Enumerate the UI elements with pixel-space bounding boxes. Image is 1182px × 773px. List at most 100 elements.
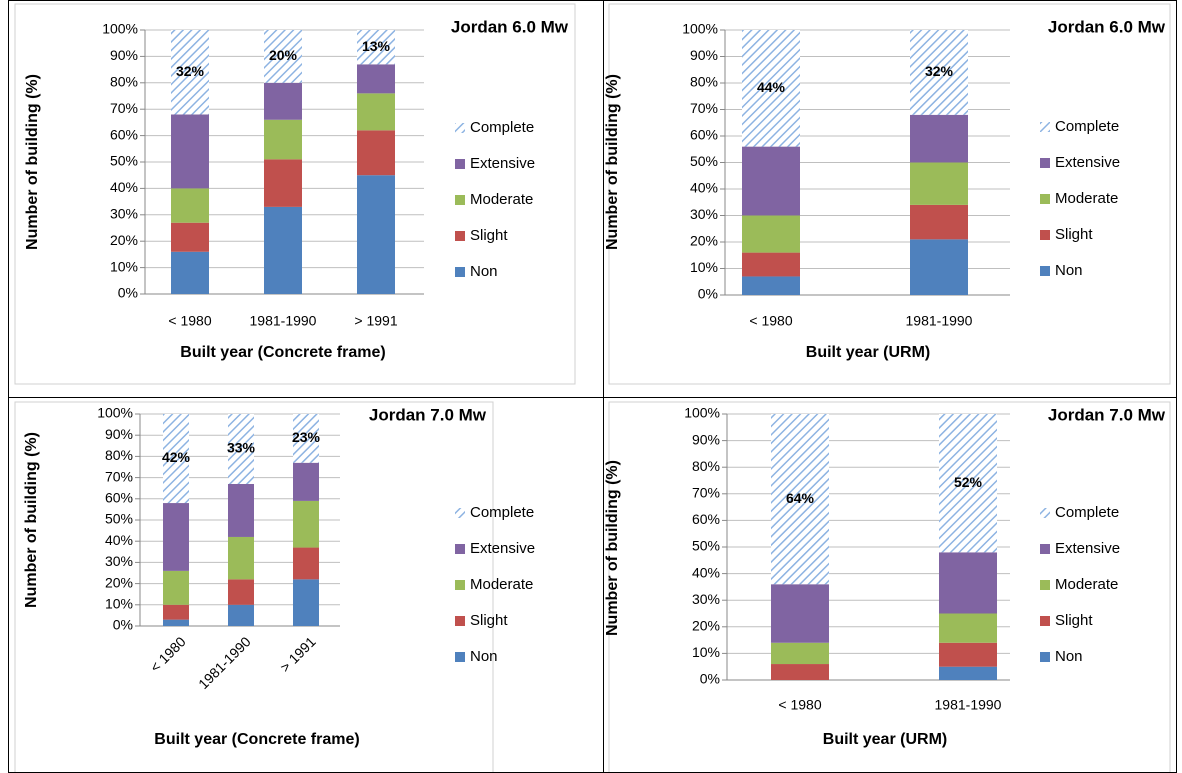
y-tick-label: 60%: [110, 126, 138, 142]
y-tick-label: 70%: [690, 100, 718, 116]
bar-segment: [171, 114, 209, 189]
bar-segment: [293, 462, 319, 501]
chart-title: Jordan 6.0 Mw: [1048, 17, 1166, 36]
bar-segment: [171, 222, 209, 252]
chart: 0% 10% 20% 30% 40% 50% 60% 70% 80% 90% 100% 32% < 19…: [24, 17, 569, 361]
bar-segment: [228, 483, 254, 537]
legend-label: Complete: [470, 119, 534, 136]
y-tick-label: 20%: [110, 232, 138, 248]
legend-swatch: [455, 159, 465, 169]
bar-segment: [357, 130, 395, 176]
bar-segment: [293, 500, 319, 548]
legend-swatch: [455, 195, 465, 205]
y-tick-label: 0%: [698, 286, 718, 302]
y-tick-label: 70%: [105, 468, 133, 484]
y-axis-title: Number of building (%): [604, 74, 621, 250]
y-tick-label: 90%: [105, 426, 133, 442]
x-tick-label: 1981-1990: [935, 697, 1002, 713]
legend-swatch: [455, 544, 465, 554]
y-tick-label: 40%: [105, 532, 133, 548]
y-tick-label: 100%: [682, 21, 718, 37]
legend-label: Non: [470, 263, 498, 280]
bar-segment: [264, 206, 302, 294]
bar-segment: [910, 30, 968, 115]
y-tick-label: 80%: [105, 447, 133, 463]
y-tick-label: 30%: [110, 206, 138, 222]
bar-segment: [742, 146, 800, 216]
bar-segment: [171, 30, 209, 115]
bar-segment: [939, 642, 997, 667]
x-axis-title: Built year (Concrete frame): [154, 731, 359, 748]
y-tick-label: 30%: [692, 591, 720, 607]
bar-segment: [939, 666, 997, 680]
y-tick-label: 60%: [105, 490, 133, 506]
legend-label: Moderate: [1055, 576, 1118, 593]
x-tick-label: > 1991: [277, 633, 319, 675]
bar-segment: [228, 536, 254, 580]
bar-segment: [357, 175, 395, 294]
legend-label: Complete: [1055, 118, 1119, 135]
y-tick-label: 50%: [690, 153, 718, 169]
bar-segment: [163, 503, 189, 571]
y-axis-title: Number of building (%): [23, 432, 40, 608]
bar-segment: [771, 642, 829, 665]
y-tick-label: 100%: [684, 405, 720, 421]
chart: 0% 10% 20% 30% 40% 50% 60% 70% 80% 90% 100% 44% < 19…: [604, 17, 1166, 361]
y-tick-label: 0%: [113, 617, 133, 633]
chart-title: Jordan 7.0 Mw: [369, 405, 487, 424]
bar-segment: [163, 619, 189, 626]
y-tick-label: 10%: [105, 596, 133, 612]
legend-label: Non: [1055, 648, 1083, 665]
y-tick-label: 0%: [700, 671, 720, 687]
bar-segment: [357, 64, 395, 94]
bar-segment: [910, 204, 968, 240]
y-tick-label: 10%: [690, 259, 718, 275]
bar-segment: [228, 414, 254, 484]
legend-label: Extensive: [1055, 154, 1120, 171]
legend-swatch: [455, 652, 465, 662]
legend-swatch: [1040, 122, 1050, 132]
legend-swatch: [1040, 508, 1050, 518]
y-tick-label: 90%: [110, 47, 138, 63]
y-tick-label: 70%: [110, 100, 138, 116]
legend-swatch: [1040, 544, 1050, 554]
data-label: 32%: [925, 63, 954, 79]
x-axis-title: Built year (URM): [823, 731, 947, 748]
legend-label: Slight: [470, 227, 508, 244]
x-tick-label: < 1980: [778, 697, 821, 713]
data-label: 23%: [292, 429, 321, 445]
bar-segment: [228, 579, 254, 605]
y-tick-label: 30%: [690, 206, 718, 222]
bar-segment: [771, 414, 829, 585]
y-tick-label: 100%: [97, 405, 133, 421]
legend-label: Slight: [1055, 612, 1093, 629]
legend-swatch: [455, 231, 465, 241]
chart-frame: [608, 3, 1171, 385]
y-tick-label: 10%: [692, 644, 720, 660]
data-label: 44%: [757, 79, 786, 95]
bar-segment: [910, 114, 968, 163]
x-tick-label: < 1980: [168, 313, 211, 329]
y-tick-label: 50%: [110, 153, 138, 169]
bar-segment: [771, 584, 829, 643]
bar-segment: [357, 30, 395, 65]
x-tick-label: 1981-1990: [906, 313, 973, 329]
bar-segment: [293, 579, 319, 626]
y-tick-label: 20%: [105, 574, 133, 590]
legend-swatch: [455, 508, 465, 518]
x-tick-label: 1981-1990: [250, 313, 317, 329]
legend-swatch: [1040, 652, 1050, 662]
bar-segment: [171, 188, 209, 223]
bar-segment: [742, 30, 800, 147]
bar-segment: [357, 93, 395, 131]
legend-swatch: [1040, 158, 1050, 168]
y-tick-label: 50%: [692, 538, 720, 554]
y-tick-label: 10%: [110, 258, 138, 274]
bar-segment: [910, 239, 968, 295]
legend-label: Non: [470, 648, 498, 665]
y-axis-title: Number of building (%): [24, 74, 41, 250]
legend-swatch: [1040, 266, 1050, 276]
y-tick-label: 30%: [105, 553, 133, 569]
bar-segment: [264, 119, 302, 160]
y-tick-label: 80%: [692, 458, 720, 474]
